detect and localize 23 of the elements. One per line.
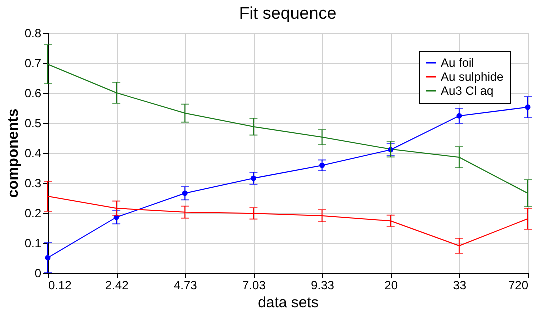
- y-tick-label: 0.1: [24, 236, 42, 250]
- x-tick-label: 0.12: [48, 278, 72, 292]
- x-tick-label: 7.03: [242, 278, 266, 292]
- x-tick-label: 20: [384, 278, 398, 292]
- y-tick-label: 0: [34, 266, 42, 280]
- x-axis-title: data sets: [258, 294, 319, 312]
- chart-title: Fit sequence: [239, 4, 337, 23]
- y-tick-label: 0.3: [24, 176, 42, 190]
- y-axis-title: components: [4, 108, 22, 198]
- x-tick-label: 33: [453, 278, 467, 292]
- y-tick-label: 0.6: [24, 86, 42, 100]
- x-tick-label: 2.42: [105, 278, 130, 292]
- y-tick-label: 0.5: [24, 116, 42, 130]
- legend-label: Au sulphide: [441, 70, 504, 84]
- y-tick-label: 0.7: [24, 56, 42, 70]
- x-tick-label: 9.33: [311, 278, 335, 292]
- x-tick-label: 4.73: [174, 278, 198, 292]
- x-tick-label: 720: [508, 278, 529, 292]
- legend-label: Au foil: [441, 56, 474, 70]
- y-tick-label: 0.2: [24, 206, 42, 220]
- y-tick-label: 0.4: [24, 146, 42, 160]
- y-tick-label: 0.8: [24, 26, 42, 40]
- legend-label: Au3 Cl aq: [441, 84, 494, 98]
